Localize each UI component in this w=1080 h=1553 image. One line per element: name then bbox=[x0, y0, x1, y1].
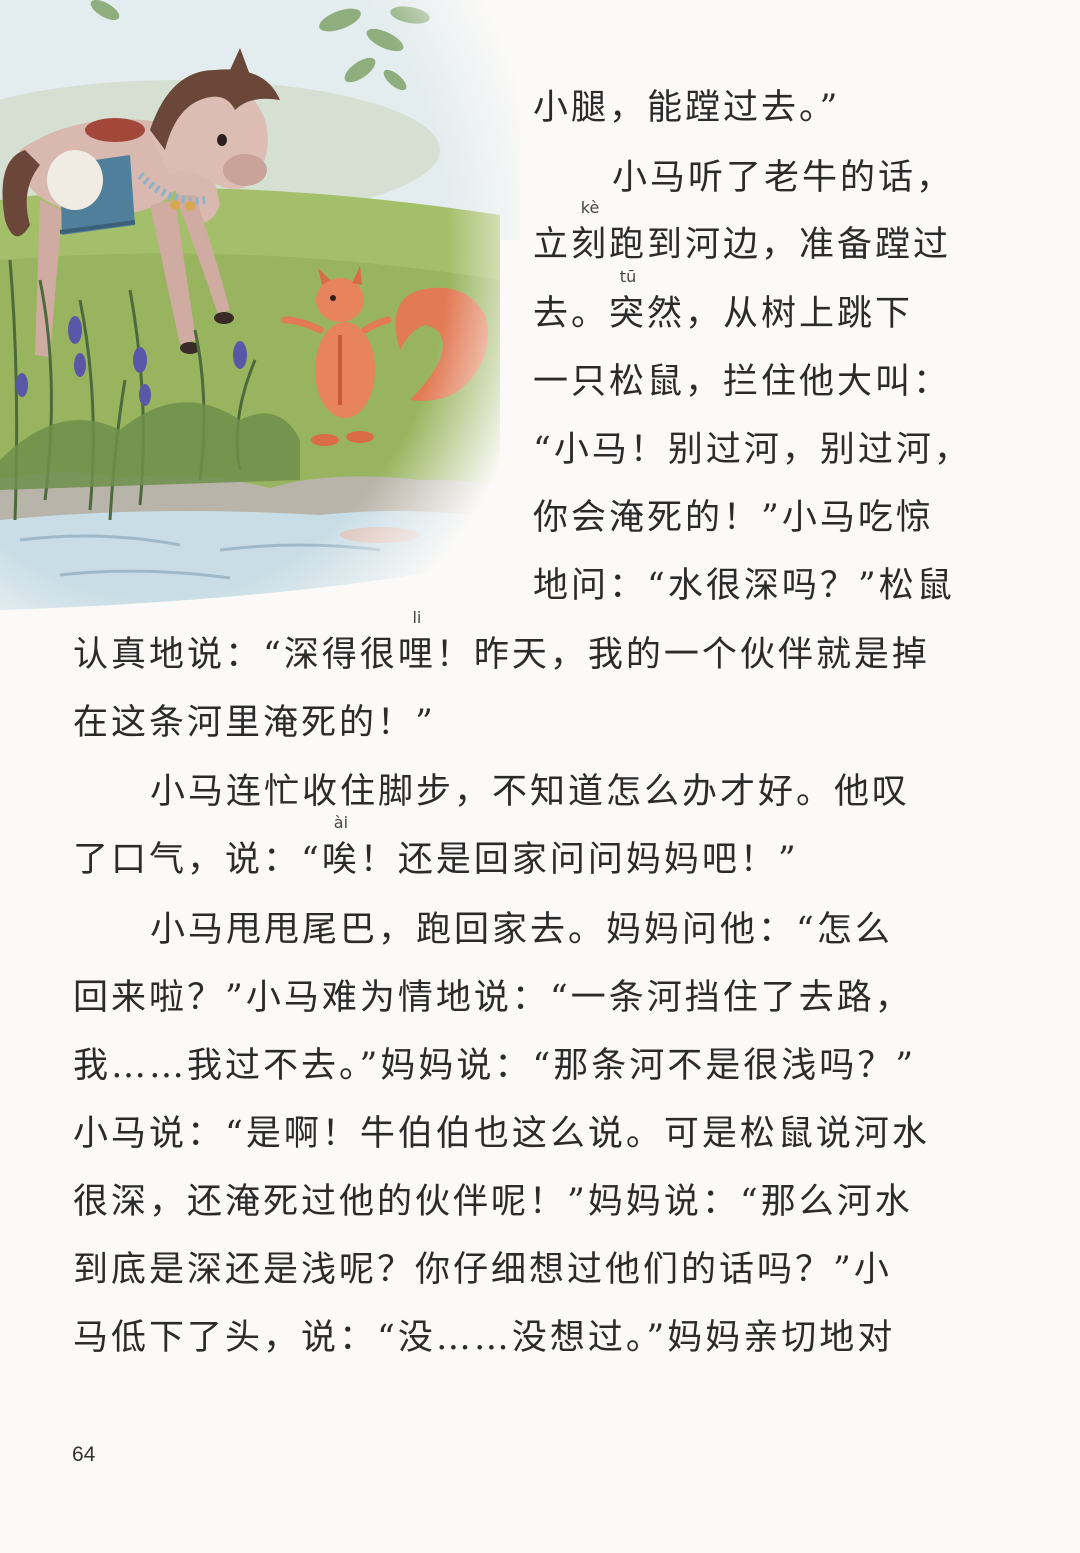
ruby-character: li 哩 bbox=[397, 609, 436, 676]
text-line: 去。 tū 突然，从树上跳下 bbox=[533, 268, 914, 335]
text-segment: 认真地说：“深得很 bbox=[73, 635, 398, 675]
annotated-character: 刻 bbox=[571, 225, 610, 265]
text-segment: 跑到河边，准备蹚过 bbox=[609, 225, 952, 265]
text-line: 了口气，说：“ ài 唉！还是回家问问妈妈吧！” bbox=[73, 814, 799, 881]
text-segment: 立 bbox=[533, 225, 572, 265]
text-segment: ！昨天，我的一个伙伴就是掉 bbox=[435, 635, 930, 675]
text-line: 小腿，能蹚过去。” bbox=[533, 88, 841, 128]
text-line: 回来啦？”小马难为情地说：“一条河挡住了去路， bbox=[73, 978, 913, 1018]
text-line: 到底是深还是浅呢？你仔细想过他们的话吗？”小 bbox=[73, 1250, 892, 1290]
pinyin-annotation: ài bbox=[333, 813, 349, 832]
text-line: 地问：“水很深吗？”松鼠 bbox=[533, 566, 955, 606]
text-line: 立 kè 刻跑到河边，准备蹚过 bbox=[533, 199, 952, 266]
text-segment: ！还是回家问问妈妈吧！” bbox=[359, 840, 799, 880]
text-line: “小马！别过河，别过河， bbox=[533, 430, 972, 470]
annotated-character: 哩 bbox=[397, 635, 436, 675]
text-line: 你会淹死的！”小马吃惊 bbox=[533, 498, 934, 538]
pinyin-annotation: tū bbox=[619, 267, 637, 286]
ruby-character: ài 唉 bbox=[321, 814, 360, 881]
ruby-character: tū 突 bbox=[609, 268, 648, 335]
text-line: 我……我过不去。”妈妈说：“那条河不是很浅吗？” bbox=[73, 1046, 917, 1086]
annotated-character: 唉 bbox=[321, 840, 360, 880]
text-line: 小马连忙收住脚步，不知道怎么办才好。他叹 bbox=[150, 772, 911, 812]
page-number: 64 bbox=[72, 1443, 96, 1466]
text-segment: 然，从树上跳下 bbox=[647, 294, 914, 334]
pinyin-annotation: kè bbox=[580, 198, 600, 217]
text-segment: 去。 bbox=[533, 294, 610, 334]
text-line: 一只松鼠，拦住他大叫： bbox=[533, 362, 952, 402]
ruby-character: kè 刻 bbox=[571, 199, 610, 266]
text-segment: 了口气，说：“ bbox=[73, 840, 322, 880]
text-line: 在这条河里淹死的！” bbox=[73, 703, 436, 743]
story-illustration bbox=[0, 0, 520, 620]
pinyin-annotation: li bbox=[412, 608, 422, 627]
text-line: 小马甩甩尾巴，跑回家去。妈妈问他：“怎么 bbox=[150, 910, 893, 950]
text-line: 马低下了头，说：“没……没想过。”妈妈亲切地对 bbox=[73, 1318, 896, 1358]
text-line: 认真地说：“深得很 li 哩！昨天，我的一个伙伴就是掉 bbox=[73, 609, 930, 676]
text-line: 小马听了老牛的话， bbox=[612, 158, 955, 198]
text-line: 小马说：“是啊！牛伯伯也这么说。可是松鼠说河水 bbox=[73, 1114, 930, 1154]
annotated-character: 突 bbox=[609, 294, 648, 334]
text-line: 很深，还淹死过他的伙伴呢！”妈妈说：“那么河水 bbox=[73, 1182, 913, 1222]
